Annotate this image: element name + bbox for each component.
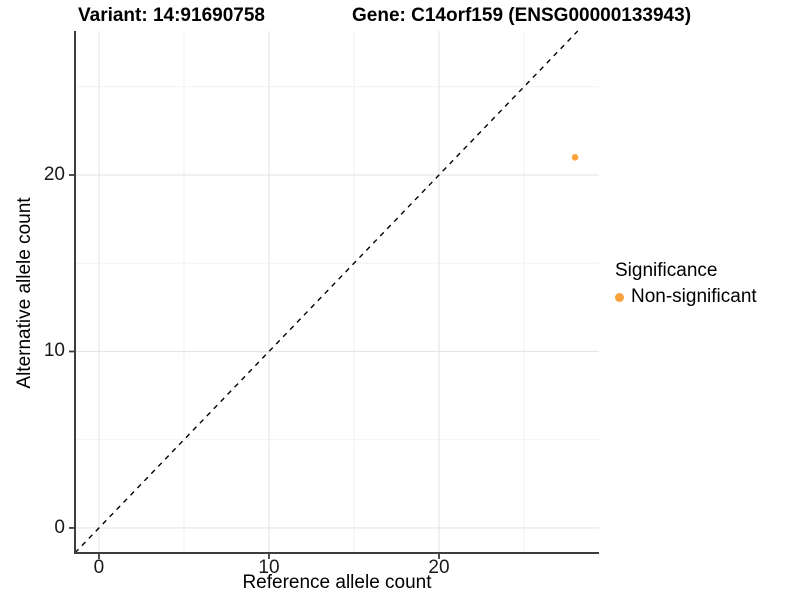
y-axis-title: Alternative allele count xyxy=(14,197,35,389)
x-tick-label: 20 xyxy=(428,557,450,578)
legend: Significance Non-significant xyxy=(615,260,757,308)
y-tick-label: 20 xyxy=(43,164,65,185)
legend-point-icon xyxy=(615,292,624,302)
y-tick-label: 0 xyxy=(54,516,65,538)
identity-line xyxy=(74,30,579,554)
legend-title: Significance xyxy=(615,260,718,281)
legend-item-non-significant: Non-significant xyxy=(615,286,757,308)
legend-item-label: Non-significant xyxy=(631,286,757,307)
data-point xyxy=(571,154,579,161)
y-tick-label: 10 xyxy=(43,340,65,362)
x-tick-label: 10 xyxy=(258,557,280,578)
x-axis-title: Reference allele count xyxy=(242,572,432,593)
x-tick-label: 0 xyxy=(93,557,105,578)
variant-title: Variant: 14:91690758 xyxy=(78,5,265,26)
gene-title: Gene: C14orf159 (ENSG00000133943) xyxy=(352,5,692,26)
